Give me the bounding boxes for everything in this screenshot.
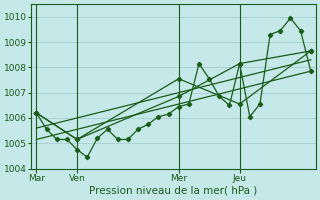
X-axis label: Pression niveau de la mer( hPa ): Pression niveau de la mer( hPa ) (90, 186, 258, 196)
